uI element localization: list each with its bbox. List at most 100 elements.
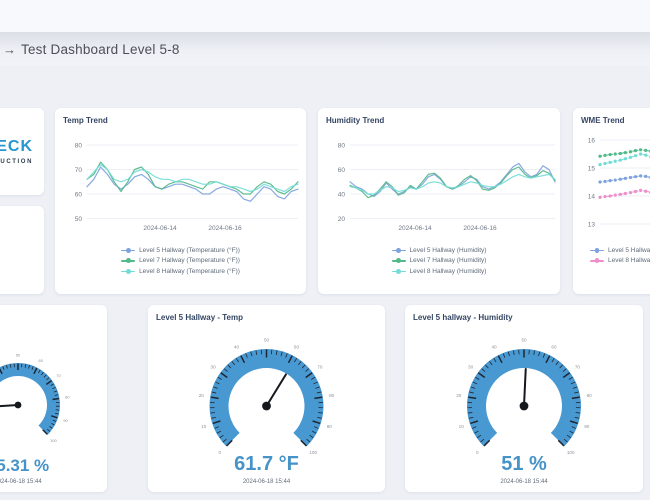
line-series-icon: [391, 257, 406, 264]
company-logo-text: BECK: [0, 138, 33, 155]
gauge-timestamp: 2024-06-18 15:44: [0, 479, 42, 485]
legend-label: Level 5 Hallway (WME): [608, 246, 650, 254]
line-series-icon: [590, 257, 604, 264]
svg-text:70: 70: [56, 373, 61, 378]
svg-text:14: 14: [588, 193, 596, 200]
svg-text:50: 50: [16, 353, 21, 358]
chart-title: Temp Trend: [63, 116, 108, 125]
legend-item[interactable]: Level 5 Hallway (WME): [590, 245, 650, 256]
legend-label: Level 8 Hallway (Humidity): [409, 267, 487, 275]
svg-text:60: 60: [75, 191, 83, 198]
svg-text:0: 0: [219, 450, 222, 455]
svg-text:80: 80: [75, 142, 83, 149]
svg-text:30: 30: [468, 365, 474, 370]
page-header: → Test Dashboard Level 5-8: [0, 32, 650, 66]
svg-text:80: 80: [65, 395, 70, 400]
chart-legend: Level 5 Hallway (Humidity) Level 7 Hallw…: [318, 245, 560, 277]
svg-text:40: 40: [491, 345, 497, 350]
svg-text:90: 90: [63, 418, 68, 423]
svg-text:50: 50: [75, 216, 83, 223]
line-series-icon: [121, 268, 136, 275]
gauge-value: 51 %: [501, 453, 547, 475]
svg-text:60: 60: [294, 345, 300, 350]
page-title: Test Dashboard Level 5-8: [21, 41, 180, 57]
svg-text:10: 10: [459, 424, 465, 429]
line-series-icon: [590, 247, 604, 254]
svg-text:60: 60: [38, 358, 43, 363]
logo-card: BECK CONSTRUCTION: [0, 108, 44, 195]
svg-text:15: 15: [588, 165, 596, 172]
svg-text:80: 80: [587, 393, 593, 398]
humidity-gauge-card: Level 5 hallway - Humidity 0 10 20 30 40 50 60…: [405, 305, 643, 492]
gauge-value: 15.31 %: [0, 456, 50, 475]
svg-text:50: 50: [264, 338, 270, 343]
gauge-title: Level 5 hallway - Humidity: [413, 313, 513, 322]
svg-text:90: 90: [584, 424, 590, 429]
svg-text:60: 60: [551, 345, 557, 350]
chart-title: WME Trend: [581, 116, 625, 125]
legend-item[interactable]: Level 5 Hallway (Humidity): [391, 245, 487, 256]
temp-trend-chart: 80 70 60 50 2024-06-14 2024-06-16: [75, 142, 299, 232]
line-series-icon: [391, 268, 406, 275]
svg-text:80: 80: [338, 142, 346, 149]
company-logo-subtext: CONSTRUCTION: [0, 159, 33, 165]
svg-text:30: 30: [211, 365, 217, 370]
humidity-trend-chart: 80 60 40 20 2024-06-14 2024-06-16: [338, 142, 556, 232]
legend-label: Level 7 Hallway (Humidity): [409, 257, 487, 265]
legend-item[interactable]: Level 8 Hallway (WME): [590, 256, 650, 267]
svg-text:2024-06-16: 2024-06-16: [463, 225, 497, 232]
line-series-icon: [121, 257, 136, 264]
svg-text:40: 40: [338, 191, 346, 198]
legend-label: Level 5 Hallway (Humidity): [409, 246, 487, 254]
gauge-dial: 0 10 20 30 40 50 60 70 80 90 100: [199, 338, 335, 456]
gauge-timestamp: 2024-06-18 15:44: [242, 479, 291, 485]
svg-text:13: 13: [588, 221, 596, 228]
svg-text:2024-06-16: 2024-06-16: [208, 225, 242, 232]
wme-trend-card: WME Trend 16 15 14 13 Level 5 Hallway (WME)…: [573, 108, 650, 294]
legend-item[interactable]: Level 8 Hallway (Humidity): [391, 266, 487, 277]
chart-title: Humidity Trend: [326, 116, 385, 125]
legend-item[interactable]: Level 8 Hallway (Temperature (°F)): [121, 266, 240, 277]
wme-trend-chart: 16 15 14 13: [588, 137, 650, 228]
svg-text:16: 16: [588, 137, 596, 144]
legend-label: Level 8 Hallway (Temperature (°F)): [139, 267, 240, 275]
legend-label: Level 8 Hallway (WME): [608, 257, 650, 265]
svg-text:80: 80: [329, 393, 335, 398]
svg-text:40: 40: [234, 345, 240, 350]
svg-text:60: 60: [338, 167, 346, 174]
partial-card: [0, 206, 44, 294]
svg-text:20: 20: [456, 393, 462, 398]
svg-text:10: 10: [201, 424, 207, 429]
svg-text:20: 20: [199, 393, 205, 398]
svg-text:70: 70: [75, 167, 83, 174]
svg-text:20: 20: [338, 216, 346, 223]
svg-text:90: 90: [327, 424, 333, 429]
legend-label: Level 7 Hallway (Temperature (°F)): [139, 257, 240, 265]
svg-text:2024-06-14: 2024-06-14: [398, 225, 432, 232]
gauge-timestamp: 2024-06-18 15:44: [500, 479, 548, 485]
line-series-icon: [391, 247, 406, 254]
svg-text:0: 0: [476, 450, 479, 455]
svg-text:100: 100: [567, 450, 575, 455]
chart-legend: Level 5 Hallway (Temperature (°F)) Level…: [55, 245, 306, 277]
legend-item[interactable]: Level 7 Hallway (Temperature (°F)): [121, 256, 240, 267]
svg-text:70: 70: [575, 365, 581, 370]
gauge-title: Level 5 Hallway - Temp: [156, 313, 243, 322]
gauge-value: 61.7 °F: [234, 453, 299, 475]
humidity-trend-card: Humidity Trend 80 60 40 20 2024-06-14 2024-06…: [318, 108, 560, 294]
temp-gauge-card: Level 5 Hallway - Temp 0 10 20 30 40 50 60 70 80…: [148, 305, 385, 492]
svg-text:100: 100: [50, 438, 57, 443]
svg-text:50: 50: [521, 338, 527, 343]
top-strip: [0, 0, 650, 32]
svg-text:100: 100: [309, 450, 317, 455]
gauge-dial: 0 10 20 30 40 50 60 70 80 90 100: [456, 338, 593, 456]
svg-text:70: 70: [317, 365, 323, 370]
chart-legend: Level 5 Hallway (WME) Level 8 Hallway (W…: [573, 245, 650, 266]
svg-text:2024-06-14: 2024-06-14: [143, 225, 177, 232]
back-arrow-icon[interactable]: →: [3, 41, 16, 57]
legend-item[interactable]: Level 5 Hallway (Temperature (°F)): [121, 245, 240, 256]
temp-trend-card: Temp Trend 80 70 60 50 2024-06-14 2024-06-16 …: [55, 108, 306, 294]
legend-item[interactable]: Level 7 Hallway (Humidity): [391, 256, 487, 267]
